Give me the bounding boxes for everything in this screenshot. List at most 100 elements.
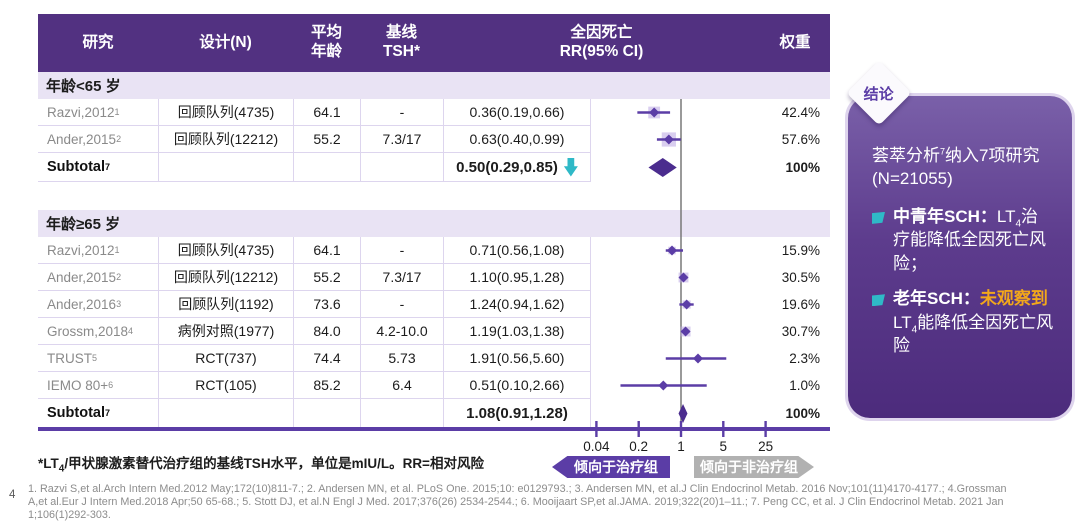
subtotal-rr-value: 1.08(0.91,1.28) — [466, 404, 568, 422]
weight-cell: 100% — [760, 153, 830, 182]
weight-value: 1.0% — [789, 378, 820, 393]
page-number: 4 — [9, 489, 16, 501]
references: 1. Razvi S,et al.Arch Intern Med.2012 Ma… — [28, 483, 1072, 522]
tsh-cell: - — [360, 99, 443, 126]
bullet-text: 中青年SCH：LT4治疗能降低全因死亡风险； — [893, 205, 1054, 275]
favor-badges: 倾向于治疗组 倾向于非治疗组 — [38, 456, 830, 478]
table-body: 年龄<65 岁 Razvi,2012 1 回顾队列(4735) 64.1 - 0.36(0.… — [38, 72, 830, 428]
bullet-sub: 4 — [911, 324, 918, 336]
tsh-value: 4.2-10.0 — [376, 323, 428, 339]
design-cell: 回顾队列(4735) — [158, 237, 293, 264]
age-value: 55.2 — [313, 131, 341, 147]
forest-plot-cell — [590, 237, 760, 264]
table-row: Grossm,2018 4 病例对照(1977) 84.0 4.2-10.0 1.19(1… — [38, 318, 830, 345]
design-cell — [158, 153, 293, 182]
age-cell: 85.2 — [293, 372, 360, 399]
rr-value: 1.91(0.56,5.60) — [469, 350, 565, 366]
design-cell: 回顾队列(1192) — [158, 291, 293, 318]
rr-cell: 0.51(0.10,2.66) — [443, 372, 590, 399]
age-cell: 64.1 — [293, 237, 360, 264]
table-row: Razvi,2012 1 回顾队列(4735) 64.1 - 0.36(0.19,0.66… — [38, 99, 830, 126]
age-value: 64.1 — [313, 242, 341, 258]
section-header-row: 年龄≥65 岁 — [38, 210, 830, 237]
header-age: 平均 年龄 — [310, 24, 342, 60]
rr-cell: 0.71(0.56,1.08) — [443, 237, 590, 264]
table-row: Razvi,2012 1 回顾队列(4735) 64.1 - 0.71(0.56,1.08… — [38, 237, 830, 264]
age-cell: 55.2 — [293, 264, 360, 291]
subtotal-rr-value: 0.50(0.29,0.85) — [456, 158, 558, 176]
header-design: 设计(N) — [199, 33, 252, 51]
weight-cell: 19.6% — [760, 291, 830, 318]
bullet-strong-text: 中青年SCH： — [893, 206, 997, 226]
conclusion-body: 荟萃分析7纳入7项研究(N=21055) 中青年SCH：LT4治疗能降低全因死亡… — [848, 96, 1072, 418]
age-cell: 74.4 — [293, 345, 360, 372]
axis-tick-label: 0.2 — [629, 439, 648, 454]
table-row: Ander,2015 2 回顾队列(12212) 55.2 7.3/17 1.10(0.9… — [38, 264, 830, 291]
conclusion-bullet: 老年SCH：未观察到 LT4能降低全因死亡风险 — [872, 287, 1054, 357]
age-cell: 64.1 — [293, 99, 360, 126]
design-cell: 回顾队列(12212) — [158, 264, 293, 291]
bullet-plain-text: 能降低全因死亡风险 — [893, 312, 1054, 356]
rr-cell: 0.50(0.29,0.85) — [443, 153, 590, 182]
tsh-cell: 7.3/17 — [360, 126, 443, 153]
table-row: IEMO 80+ 6 RCT(105) 85.2 6.4 0.51(0.10,2.66) 1… — [38, 372, 830, 399]
study-name: Ander,2016 — [47, 296, 117, 312]
header-tsh: 基线 TSH* — [382, 24, 421, 60]
rr-cell: 0.63(0.40,0.99) — [443, 126, 590, 153]
forest-plot-figure: 研究 设计(N) 平均 年龄 基线 TSH* 全因死亡 RR(95% CI) 权… — [38, 14, 830, 478]
rr-value: 0.63(0.40,0.99) — [469, 131, 565, 147]
bullet-strong-text: 老年SCH： — [893, 289, 980, 309]
tsh-value: 7.3/17 — [382, 131, 422, 147]
intro-text: 荟萃分析 — [872, 146, 940, 165]
design-value: RCT(737) — [195, 350, 257, 366]
tsh-cell: 5.73 — [360, 345, 443, 372]
reference-line: 1. Razvi S,et al.Arch Intern Med.2012 Ma… — [28, 483, 1007, 495]
bullet-text: 老年SCH：未观察到 LT4能降低全因死亡风险 — [893, 287, 1054, 357]
design-value: 回顾队列(4735) — [177, 104, 275, 120]
rr-value: 0.36(0.19,0.66) — [469, 104, 565, 120]
conclusion-panel: 结论 荟萃分析7纳入7项研究(N=21055) 中青年SCH：LT4治疗能降低全… — [846, 60, 1072, 418]
age-value: 74.4 — [313, 350, 341, 366]
tsh-value: - — [399, 242, 405, 258]
age-cell — [293, 399, 360, 428]
tsh-value: 6.4 — [392, 377, 412, 393]
tsh-cell — [360, 153, 443, 182]
design-value: RCT(105) — [195, 377, 257, 393]
study-cell: Ander,2015 2 — [38, 126, 158, 153]
design-value: 回顾队列(1192) — [178, 296, 274, 312]
subtotal-label-cell: Subtotal 7 — [38, 399, 158, 428]
weight-value: 15.9% — [781, 243, 820, 258]
favors-treatment-label: 倾向于治疗组 — [574, 459, 658, 475]
footnote-text: /甲状腺激素替代治疗组的基线TSH水平，单位是mIU/L。RR=相对风险 — [64, 456, 484, 471]
weight-value: 19.6% — [781, 297, 820, 312]
age-value: 55.2 — [313, 269, 341, 285]
forest-plot-cell — [590, 399, 760, 428]
forest-plot-cell — [590, 291, 760, 318]
weight-cell: 100% — [760, 399, 830, 428]
design-cell: 回顾队列(4735) — [158, 99, 293, 126]
weight-cell: 30.7% — [760, 318, 830, 345]
weight-value: 42.4% — [781, 105, 820, 120]
rr-cell: 1.19(1.03,1.38) — [443, 318, 590, 345]
rr-value: 1.24(0.94,1.62) — [469, 296, 565, 312]
subtotal-row: Subtotal 7 1.08(0.91,1.28) 100% — [38, 399, 830, 428]
tsh-cell: - — [360, 237, 443, 264]
section-label: 年龄≥65 岁 — [46, 216, 121, 233]
subtotal-weight-value: 100% — [785, 160, 820, 175]
rr-value: 0.71(0.56,1.08) — [469, 242, 565, 258]
footnote: *LT4/甲状腺激素替代治疗组的基线TSH水平，单位是mIU/L。RR=相对风险 — [38, 452, 484, 474]
header-rr: 全因死亡 RR(95% CI) — [559, 24, 644, 60]
weight-cell: 57.6% — [760, 126, 830, 153]
design-value: 回顾队列(12212) — [173, 269, 279, 285]
bullet-plain-text: 治疗能降低全因死亡风险； — [893, 206, 1046, 273]
tsh-cell: 6.4 — [360, 372, 443, 399]
tsh-value: - — [399, 104, 405, 120]
axis-tick-label: 25 — [758, 439, 773, 454]
study-cell: Razvi,2012 1 — [38, 99, 158, 126]
study-cell: Ander,2016 3 — [38, 291, 158, 318]
forest-plot-cell — [590, 99, 760, 126]
rr-cell: 1.08(0.91,1.28) — [443, 399, 590, 428]
axis-tick-label: 5 — [720, 439, 728, 454]
risk-decrease-arrow-icon — [563, 157, 578, 177]
forest-plot-cell — [590, 153, 760, 182]
